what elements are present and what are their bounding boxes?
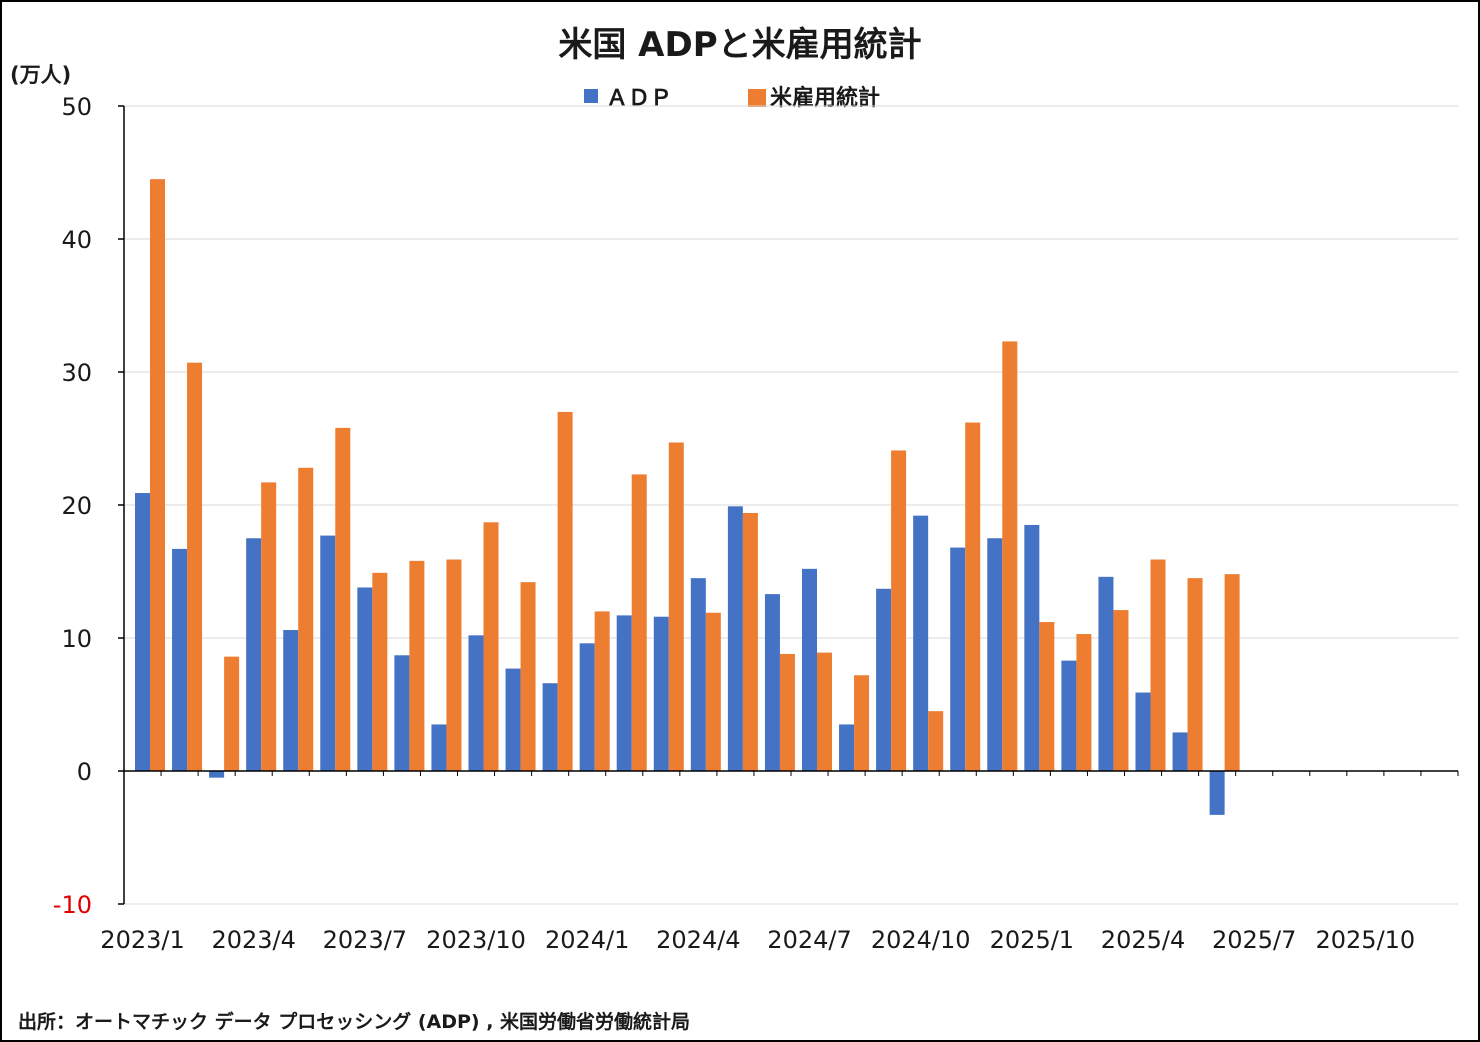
bar-nfp-2024-10 bbox=[928, 711, 944, 771]
bar-nfp-2023-2 bbox=[187, 362, 203, 771]
x-tick-label: 2024/4 bbox=[656, 926, 740, 954]
bar-nfp-2024-2 bbox=[631, 474, 647, 771]
chart-title: 米国 ADPと米雇用統計 bbox=[558, 25, 921, 65]
bar-nfp-2023-7 bbox=[372, 572, 388, 771]
bar-adp-2024-3 bbox=[653, 616, 669, 771]
x-tick-label: 2023/1 bbox=[100, 926, 184, 954]
y-tick-label: 40 bbox=[61, 226, 92, 254]
bar-adp-2025-2 bbox=[1061, 660, 1077, 771]
bar-adp-2024-10 bbox=[913, 515, 929, 771]
x-tick-label: 2024/1 bbox=[545, 926, 629, 954]
x-tick-label: 2025/7 bbox=[1212, 926, 1296, 954]
bar-adp-2023-7 bbox=[357, 587, 373, 771]
bar-adp-2025-5 bbox=[1172, 732, 1188, 771]
bar-adp-2025-3 bbox=[1098, 576, 1114, 771]
bar-adp-2023-2 bbox=[172, 548, 188, 771]
y-axis-ticks: 50 40 30 20 10 0 -10 bbox=[53, 93, 124, 919]
legend-swatch-nfp bbox=[748, 89, 766, 107]
legend-label-nfp: 米雇用統計 bbox=[770, 85, 880, 111]
bar-adp-2023-4 bbox=[246, 538, 262, 771]
y-tick-label: 0 bbox=[77, 758, 92, 786]
x-tick-label: 2025/10 bbox=[1316, 926, 1416, 954]
x-tick-label: 2025/1 bbox=[990, 926, 1074, 954]
bar-nfp-2023-8 bbox=[409, 560, 425, 771]
bar-nfp-2025-4 bbox=[1150, 559, 1166, 771]
y-tick-label: 20 bbox=[61, 492, 92, 520]
bar-nfp-2023-10 bbox=[483, 522, 499, 771]
y-tick-label: 50 bbox=[61, 93, 92, 121]
bar-nfp-2025-2 bbox=[1076, 634, 1092, 771]
bar-nfp-2024-1 bbox=[594, 611, 610, 771]
bar-nfp-2025-6 bbox=[1224, 574, 1240, 771]
bar-nfp-2024-3 bbox=[668, 442, 684, 771]
bar-adp-2023-12 bbox=[542, 683, 558, 771]
bar-nfp-2023-6 bbox=[335, 427, 351, 771]
axes bbox=[123, 106, 1459, 904]
bar-nfp-2023-1 bbox=[150, 179, 165, 771]
bar-adp-2025-6 bbox=[1209, 771, 1225, 815]
bar-nfp-2024-8 bbox=[854, 675, 870, 771]
x-tick-label: 2024/10 bbox=[871, 926, 971, 954]
x-tick-label: 2024/7 bbox=[767, 926, 851, 954]
bar-adp-2025-4 bbox=[1135, 692, 1151, 771]
bar-adp-2023-6 bbox=[320, 535, 336, 771]
y-tick-label: 10 bbox=[61, 625, 92, 653]
x-tick-label: 2023/7 bbox=[323, 926, 407, 954]
bar-nfp-2024-9 bbox=[891, 450, 907, 771]
bar-nfp-2024-5 bbox=[742, 512, 758, 771]
bar-nfp-2023-4 bbox=[261, 482, 277, 771]
bar-nfp-2023-11 bbox=[520, 582, 536, 771]
bar-nfp-2024-12 bbox=[1002, 341, 1018, 771]
legend-swatch-adp bbox=[584, 89, 598, 103]
x-tick-label: 2025/4 bbox=[1101, 926, 1185, 954]
bar-adp-2024-8 bbox=[839, 724, 855, 771]
bar-nfp-2023-9 bbox=[446, 559, 462, 771]
bar-nfp-2024-6 bbox=[779, 653, 795, 771]
bar-adp-2023-9 bbox=[431, 724, 447, 771]
bar-nfp-2023-3 bbox=[224, 656, 240, 771]
bar-nfp-2024-4 bbox=[705, 612, 721, 771]
bar-adp-2025-1 bbox=[1024, 524, 1040, 771]
bar-adp-2024-2 bbox=[616, 615, 632, 771]
gridlines bbox=[124, 105, 1458, 905]
bar-adp-2023-1 bbox=[135, 493, 150, 771]
source-note: 出所：オートマチック データ プロセッシング (ADP) , 米国労働省労働統計… bbox=[18, 1010, 690, 1033]
y-tick-label: 30 bbox=[61, 359, 92, 387]
legend-label-adp: ＡＤＰ bbox=[606, 86, 672, 111]
bar-adp-2023-5 bbox=[283, 630, 299, 771]
bar-nfp-2023-5 bbox=[298, 467, 314, 771]
bar-nfp-2023-12 bbox=[557, 411, 573, 771]
bar-adp-2023-11 bbox=[505, 668, 521, 771]
bar-adp-2023-3 bbox=[209, 771, 225, 778]
bar-nfp-2024-7 bbox=[817, 652, 832, 771]
x-tick-label: 2023/4 bbox=[211, 926, 295, 954]
bars bbox=[135, 179, 1240, 815]
x-axis-ticks: 2023/1 2023/4 2023/7 2023/10 2024/1 2024/4 202… bbox=[100, 926, 1415, 954]
bar-nfp-2025-1 bbox=[1039, 622, 1055, 771]
bar-adp-2024-4 bbox=[690, 578, 706, 771]
bar-adp-2024-11 bbox=[950, 547, 966, 771]
bar-adp-2024-5 bbox=[727, 506, 743, 771]
bar-adp-2024-9 bbox=[876, 588, 892, 771]
bar-adp-2024-1 bbox=[579, 643, 595, 771]
bar-adp-2024-7 bbox=[802, 568, 817, 771]
x-tick-label: 2023/10 bbox=[426, 926, 526, 954]
bar-nfp-2025-5 bbox=[1187, 578, 1203, 771]
bar-adp-2024-6 bbox=[764, 594, 780, 771]
bar-adp-2024-12 bbox=[987, 538, 1003, 771]
bar-nfp-2025-3 bbox=[1113, 610, 1129, 771]
bar-adp-2023-8 bbox=[394, 655, 410, 771]
bar-nfp-2024-11 bbox=[965, 422, 981, 771]
y-axis-unit-label: (万人) bbox=[10, 63, 71, 87]
bar-adp-2023-10 bbox=[468, 635, 484, 771]
legend: ＡＤＰ 米雇用統計 bbox=[584, 85, 880, 111]
y-tick-label: -10 bbox=[53, 891, 92, 919]
